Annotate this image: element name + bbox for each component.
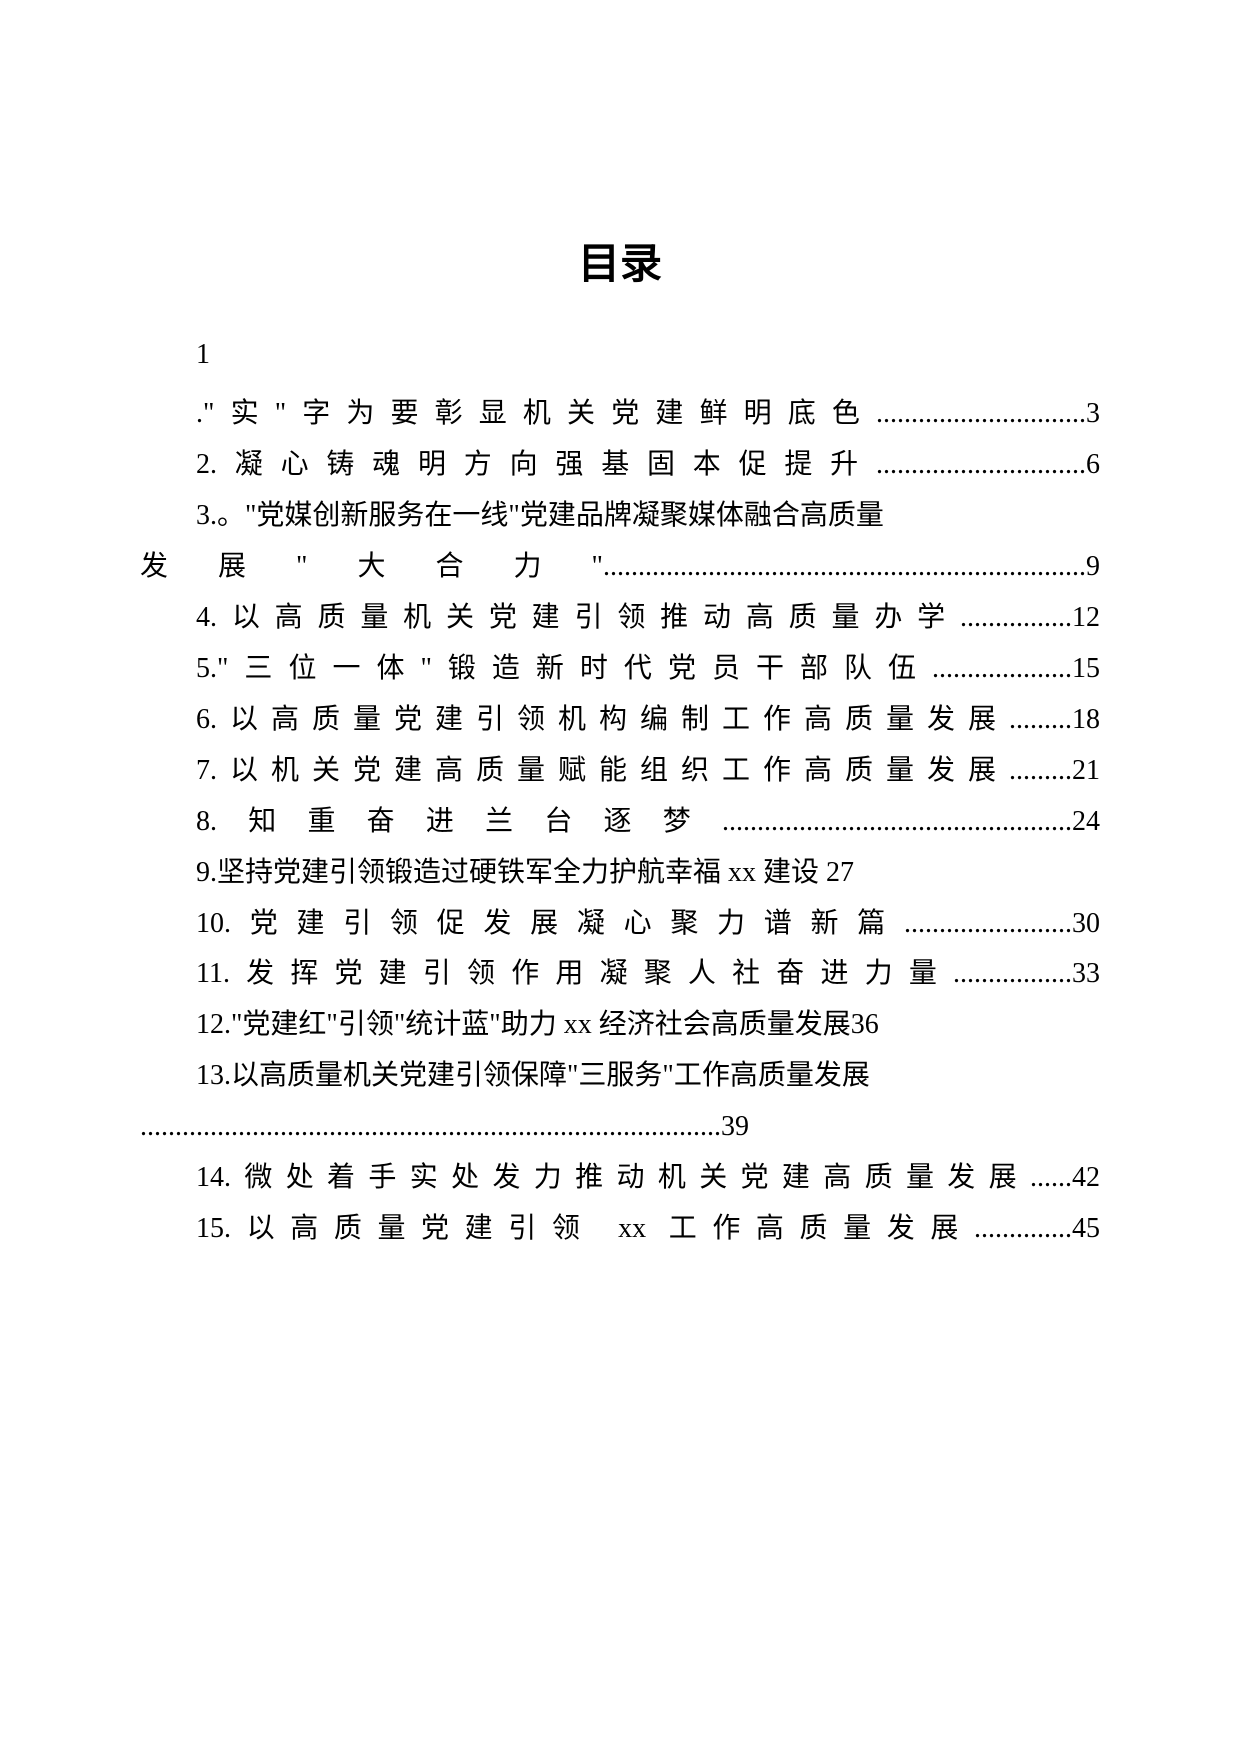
toc-entry: 2.凝心铸魂明方向强基固本促提升........................… [140,440,1100,491]
first-number: 1 [140,339,1100,371]
toc-entry: 14.微处着手实处发力推动机关党建高质量发展......42 [140,1153,1100,1204]
toc-entry: 4.以高质量机关党建引领推动高质量办学................12 [140,593,1100,644]
toc-entry: 12."党建红"引领"统计蓝"助力 xx 经济社会高质量发展36 [140,1000,1100,1051]
document-page: 目录 1 ."实"字为要彰显机关党建鲜明底色..................… [0,0,1240,1255]
toc-entry: 13.以高质量机关党建引领保障"三服务"工作高质量发展 [140,1051,1100,1102]
toc-entry: 3.。"党媒创新服务在一线"党建品牌凝聚媒体融合高质量 [140,491,1100,542]
toc-entry: ."实"字为要彰显机关党建鲜明底色.......................… [140,389,1100,440]
toc-entry: 5."三位一体"锻造新时代党员干部队伍....................1… [140,644,1100,695]
toc-entry: 7.以机关党建高质量赋能组织工作高质量发展.........21 [140,746,1100,797]
toc-entry: ........................................… [140,1102,1100,1153]
toc-entry: 9.坚持党建引领锻造过硬铁军全力护航幸福 xx 建设 27 [140,848,1100,899]
toc-entry: 11.发挥党建引领作用凝聚人社奋进力量.................33 [140,949,1100,1000]
toc-entry: 15.以高质量党建引领 xx 工作高质量发展..............45 [140,1204,1100,1255]
toc-container: ."实"字为要彰显机关党建鲜明底色.......................… [140,389,1100,1255]
toc-entry: 6.以高质量党建引领机构编制工作高质量发展.........18 [140,695,1100,746]
toc-title: 目录 [140,230,1100,291]
toc-entry: 8.知重奋进兰台逐梦..............................… [140,797,1100,848]
toc-entry: 发展"大合力".................................… [140,542,1100,593]
toc-entry: 10.党建引领促发展凝心聚力谱新篇.......................… [140,899,1100,950]
